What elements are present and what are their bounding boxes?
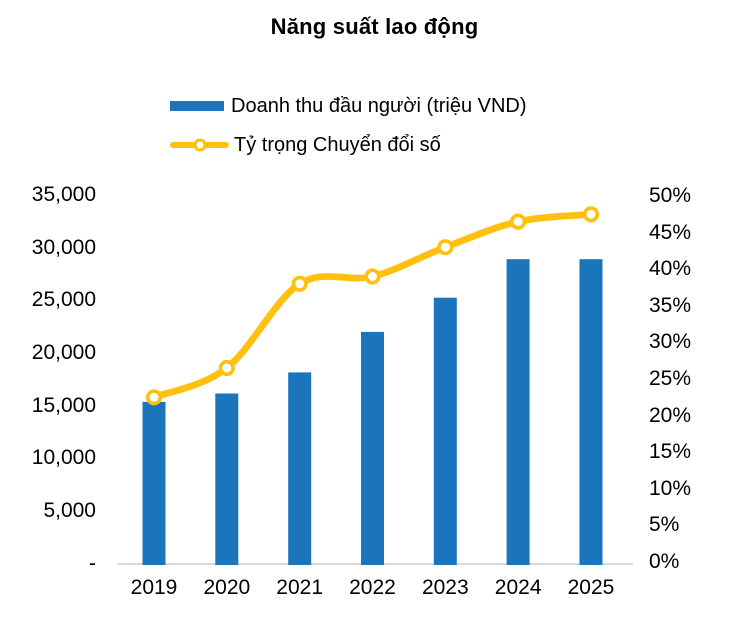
bar-2023	[433, 297, 457, 565]
line-marker-2020	[218, 359, 235, 377]
legend-label-bars: Doanh thu đầu người (triệu VND)	[231, 94, 527, 117]
x-axis-label-2020: 2020	[203, 576, 251, 599]
y-axis-left-tick: 25,000	[31, 288, 96, 312]
bar-2021	[288, 372, 312, 565]
x-axis-label-2023: 2023	[421, 576, 469, 599]
bar-series-swatch	[170, 101, 224, 111]
y-axis-right-tick: 35%	[649, 293, 692, 317]
y-axis-left-tick: 30,000	[31, 235, 96, 259]
y-axis-right-tick: 20%	[649, 403, 692, 427]
x-axis-label-2019: 2019	[130, 576, 178, 599]
y-axis-left-tick: 15,000	[31, 393, 96, 417]
y-axis-left-tick: 5,000	[43, 498, 96, 522]
line-marker-2024	[509, 213, 527, 230]
y-axis-right-tick: 50%	[649, 184, 692, 207]
y-axis-right-tick: 15%	[649, 440, 692, 464]
line-marker-2022	[364, 268, 381, 285]
y-axis-left-tick: 35,000	[31, 183, 96, 206]
chart-title: Năng suất lao động	[270, 14, 479, 39]
y-axis-right-tick: 10%	[649, 476, 692, 500]
line-swatch-marker-icon	[193, 138, 206, 152]
y-axis-right-tick: 0%	[649, 550, 680, 573]
y-axis-right-tick: 30%	[649, 330, 692, 354]
bar-2020	[215, 393, 239, 565]
bar-2025	[579, 259, 603, 565]
legend-item-line: Tỷ trọng Chuyển đổi số	[170, 132, 527, 158]
y-axis-right-tick: 45%	[649, 220, 692, 244]
line-marker-2023	[437, 239, 454, 256]
y-axis-right-tick: 5%	[649, 513, 680, 537]
line-marker-2025	[582, 206, 600, 223]
legend-item-bars: Doanh thu đầu người (triệu VND)	[170, 93, 527, 119]
bar-2019	[142, 401, 166, 565]
line-series-swatch	[170, 137, 229, 153]
y-axis-left-tick: 10,000	[31, 446, 96, 470]
line-marker-2021	[291, 275, 308, 292]
x-axis-label-2022: 2022	[349, 576, 396, 599]
legend: Doanh thu đầu người (triệu VND) Tỷ trọng…	[170, 93, 527, 171]
x-axis-label-2025: 2025	[567, 576, 615, 599]
y-axis-left-tick: -	[89, 551, 96, 575]
bar-2024	[506, 259, 530, 565]
x-axis-label-2024: 2024	[494, 576, 542, 599]
y-axis-right-tick: 25%	[649, 367, 692, 390]
legend-label-line: Tỷ trọng Chuyển đổi số	[234, 133, 441, 156]
line-marker-2019	[145, 389, 163, 406]
y-axis-right-tick: 40%	[649, 257, 692, 281]
bar-2022	[361, 331, 384, 565]
x-axis-label-2021: 2021	[276, 576, 324, 599]
y-axis-left-tick: 20,000	[31, 340, 96, 364]
